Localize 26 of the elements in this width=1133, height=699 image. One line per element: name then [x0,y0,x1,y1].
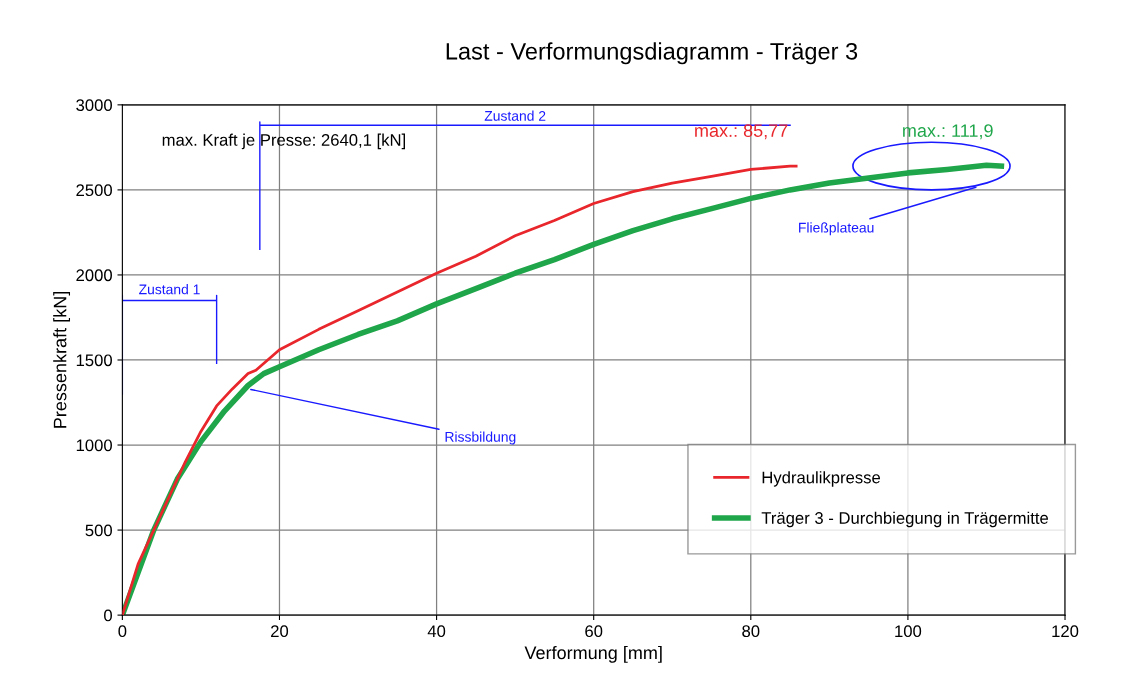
x-tick-label: 100 [895,625,922,638]
y-tick-label: 1000 [76,439,112,452]
chart-title: Last - Verformungsdiagramm - Träger 3 [446,42,858,65]
y-tick-label: 0 [104,609,112,622]
x-axis-title: Verformung [mm] [524,645,662,663]
x-tick-label: 60 [585,625,603,638]
x-tick-label: 20 [271,625,289,638]
y-tick-label: 1500 [76,354,112,367]
y-tick-label: 2500 [76,184,112,197]
y-axis-title: Pressenkraft [kN] [53,292,71,428]
annotation: max.: 85,77 [695,124,788,140]
legend-label: Hydraulikpresse [762,471,881,487]
annotation: Fließplateau [799,222,874,236]
legend-label: Träger 3 - Durchbiegung in Trägermitte [761,511,1049,528]
y-tick-label: 2000 [76,269,112,282]
y-tick-label: 500 [85,524,112,537]
annotation: max.: 111,9 [903,124,993,140]
annotation: Zustand 1 [139,284,200,295]
annotation: max. Kraft je Presse: 2640,1 [kN] [162,133,405,150]
x-tick-label: 80 [742,625,760,638]
x-tick-label: 0 [118,625,127,638]
annotation: Zustand 2 [484,110,546,121]
y-tick-label: 3000 [76,99,112,112]
x-tick-label: 120 [1052,625,1079,638]
annotation: Rissbildung [445,431,516,445]
x-tick-label: 40 [427,625,446,638]
